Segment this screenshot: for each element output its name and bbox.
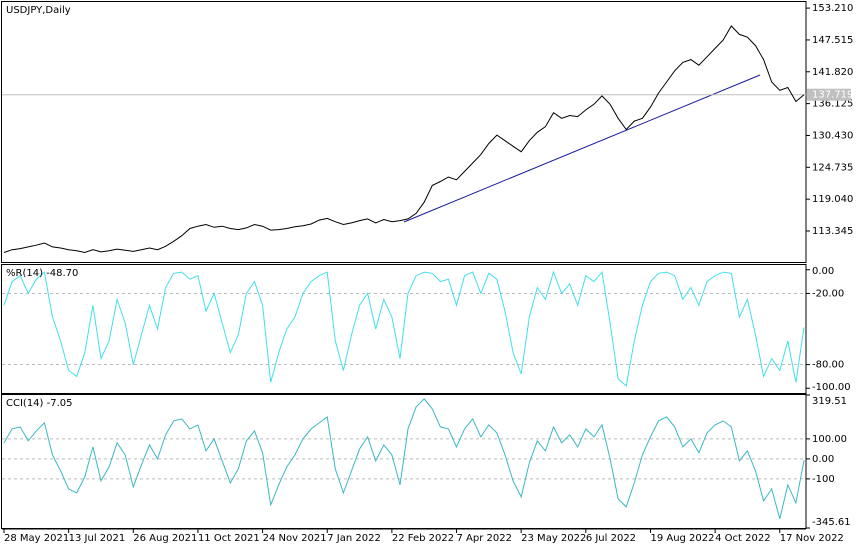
x-tick-label: 28 May 2021 xyxy=(4,533,69,544)
x-tick-label: 23 May 2022 xyxy=(521,533,586,544)
y-tick-label: -345.61 xyxy=(812,517,851,528)
panel-title: CCI(14) -7.05 xyxy=(6,398,73,409)
y-tick-label: 153.210 xyxy=(812,3,853,14)
x-tick-label: 26 Aug 2021 xyxy=(133,533,197,544)
y-tick-label: 100.00 xyxy=(812,434,847,445)
x-tick-label: 11 Oct 2021 xyxy=(198,533,260,544)
y-tick-label: 119.040 xyxy=(812,194,853,205)
x-tick-label: 22 Feb 2022 xyxy=(392,533,454,544)
y-tick-label: 124.735 xyxy=(812,162,853,173)
y-tick-label: 141.820 xyxy=(812,67,853,78)
panel-frame xyxy=(1,264,807,394)
y-tick-label: 130.430 xyxy=(812,130,853,141)
y-tick-label: -80.00 xyxy=(812,360,844,371)
y-tick-label: 319.51 xyxy=(812,396,847,407)
x-tick-label: 6 Jul 2022 xyxy=(586,533,636,544)
trendline xyxy=(403,74,761,223)
series-line xyxy=(3,270,805,387)
x-tick-label: 17 Nov 2022 xyxy=(780,533,844,544)
series-line xyxy=(3,398,805,520)
current-price-label: 137.719 xyxy=(812,90,853,101)
panel-frame xyxy=(1,1,807,263)
y-tick-label: -20.00 xyxy=(812,288,844,299)
panel-title: USDJPY,Daily xyxy=(6,5,71,16)
current-price-box xyxy=(807,88,851,101)
x-tick-label: 7 Apr 2022 xyxy=(457,533,512,544)
y-tick-label: 147.515 xyxy=(812,35,853,46)
x-tick-label: 7 Jan 2022 xyxy=(327,533,381,544)
y-tick-label: 113.345 xyxy=(812,226,853,237)
x-tick-label: 4 Oct 2022 xyxy=(715,533,770,544)
y-tick-label: -100 xyxy=(812,474,835,485)
panel-title: %R(14) -48.70 xyxy=(6,268,78,279)
x-tick-label: 19 Aug 2022 xyxy=(650,533,714,544)
y-tick-label: 0.00 xyxy=(812,266,834,277)
x-tick-label: 13 Jul 2021 xyxy=(69,533,126,544)
series-line xyxy=(3,25,805,254)
y-tick-label: -100.00 xyxy=(812,382,851,393)
y-tick-label: 0.00 xyxy=(812,454,834,465)
x-tick-label: 24 Nov 2021 xyxy=(263,533,327,544)
y-tick-label: 136.125 xyxy=(812,99,853,110)
